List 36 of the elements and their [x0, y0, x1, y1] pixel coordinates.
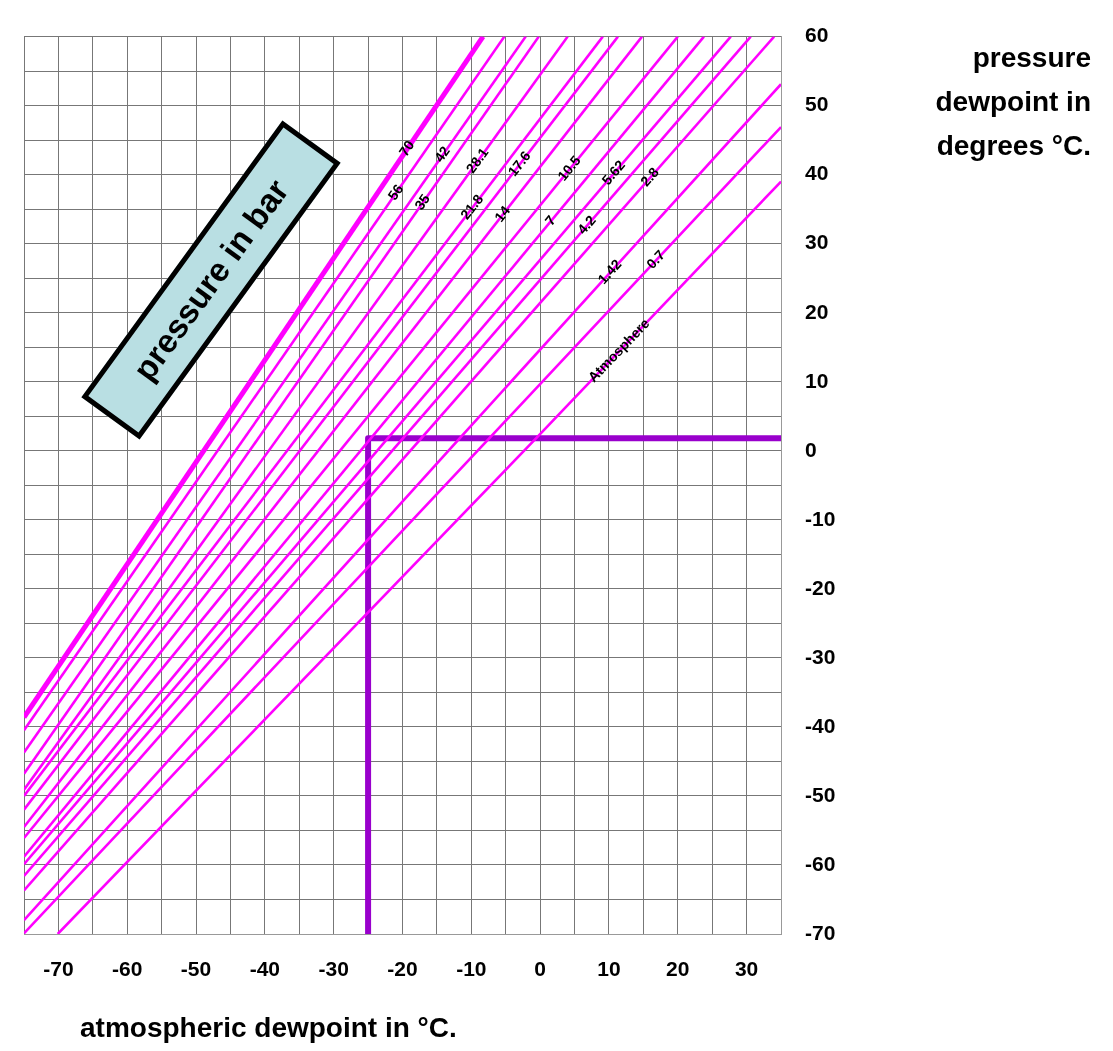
x-tick-label: -40 — [249, 957, 281, 981]
x-axis-title: atmospheric dewpoint in °C. — [80, 1012, 457, 1044]
y-tick-label: -60 — [805, 851, 836, 875]
x-tick-label: -60 — [112, 957, 143, 981]
x-tick-label: -70 — [43, 957, 74, 981]
text: 42 — [430, 142, 454, 166]
x-tick-label: 20 — [666, 957, 690, 981]
y-tick-label: 20 — [805, 299, 829, 323]
y-tick-label: 60 — [805, 23, 829, 47]
y-axis-title: pressure dewpoint in degrees °C. — [934, 41, 1091, 163]
y-tick-label: 40 — [805, 161, 829, 185]
text: 7 — [541, 212, 559, 229]
x-tick-label: -20 — [387, 957, 418, 981]
x-tick-label: -30 — [318, 957, 349, 981]
text: 35 — [410, 190, 434, 213]
text: 14 — [490, 202, 514, 225]
y-tick-label: -30 — [805, 644, 836, 668]
x-tick-label: 10 — [597, 957, 621, 981]
text: 0.7 — [642, 246, 669, 272]
x-tick-label: 30 — [734, 957, 759, 981]
y-tick-label: -40 — [805, 713, 836, 737]
y-tick-label: -50 — [805, 782, 836, 806]
text: 4.2 — [573, 211, 599, 238]
text: 2.8 — [637, 163, 663, 190]
x-tick-label: 0 — [534, 957, 546, 981]
y-tick-label: -10 — [805, 506, 836, 530]
text: 56 — [384, 180, 407, 203]
x-tick-label: -10 — [456, 957, 487, 981]
text: 70 — [395, 137, 418, 160]
y-tick-label: 0 — [805, 437, 817, 461]
y-tick-label: 30 — [805, 230, 829, 254]
y-tick-label: -20 — [805, 575, 836, 599]
y-tick-label: -70 — [805, 920, 836, 944]
y-tick-label: 50 — [805, 92, 829, 116]
y-tick-label: 10 — [805, 368, 829, 392]
x-tick-label: -50 — [180, 957, 212, 981]
